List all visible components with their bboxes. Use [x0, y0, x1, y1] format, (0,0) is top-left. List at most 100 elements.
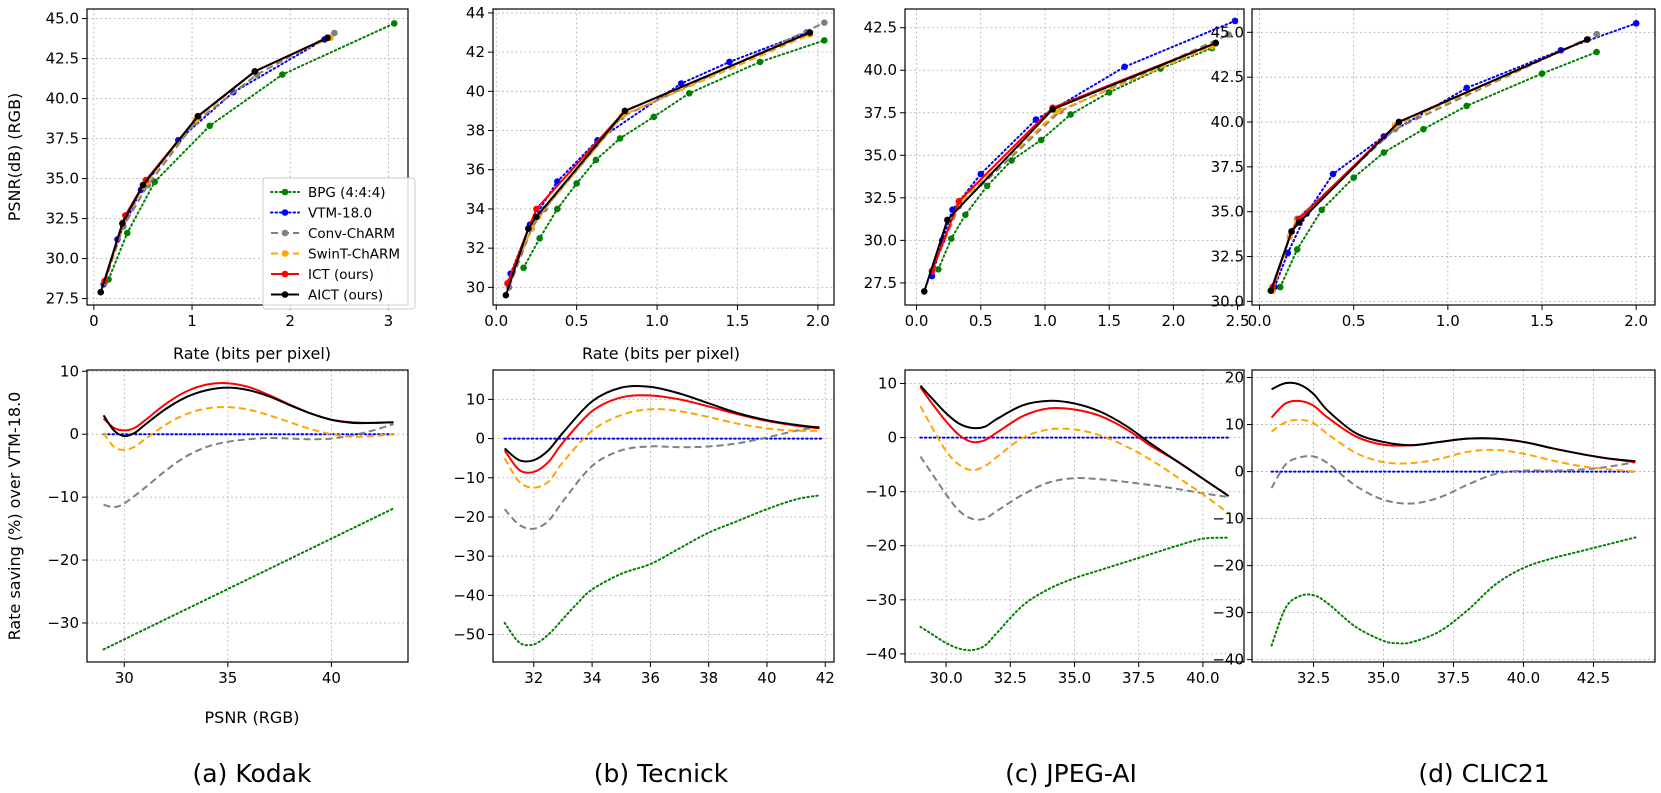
x-tick-label: 0.0: [1248, 312, 1272, 330]
series-line: [1271, 418, 1636, 473]
data-point: [1463, 84, 1470, 92]
axes-frame: [492, 8, 835, 306]
data-point: [621, 107, 629, 115]
data-point: [533, 205, 540, 213]
data-point: [1049, 106, 1056, 113]
panel-bd-tecnick: 32 34 36 38 40 42 −50 −40 −30 −20 −10 0 10: [453, 369, 835, 687]
data-point: [206, 122, 214, 130]
y-tick-label: 0: [475, 430, 485, 448]
legend-label: Conv-ChARM: [308, 226, 395, 242]
y-tick-label: 32.5: [864, 189, 897, 207]
x-tick-label: 2.0: [1161, 312, 1185, 330]
caption-tecnick: (b) Tecnick: [594, 759, 729, 788]
y-tick-label: −20: [865, 537, 897, 555]
x-tick-label: 1.0: [1033, 312, 1057, 330]
data-point: [1350, 174, 1357, 181]
data-point: [726, 58, 733, 66]
y-tick-label: −10: [47, 488, 79, 506]
series-line: [1271, 381, 1636, 463]
panel-rd-clic21: 0.0 0.5 1.0 1.5 2.0 30.0 32.5 35.0 37.5 40.0 42.5 4…: [1211, 8, 1656, 330]
series-line: [1273, 22, 1638, 289]
data-point: [1593, 30, 1600, 38]
series-line: [503, 408, 820, 489]
x-axis-label: PSNR (RGB): [205, 708, 300, 727]
x-tick-label: 40: [757, 669, 776, 687]
y-tick-label: 37.5: [1211, 158, 1244, 176]
series-line: [919, 405, 1230, 515]
series-line: [1279, 51, 1598, 289]
data-point: [554, 205, 561, 213]
panel-rd-kodak: 0 1 2 3 27.5 30.0 32.5 35.0 37.5 40.0 42.5 45.0 Rate…: [5, 8, 409, 363]
data-point: [331, 29, 338, 37]
y-tick-label: −30: [1212, 604, 1244, 622]
data-point: [1032, 116, 1040, 123]
data-point: [1105, 89, 1113, 96]
series-group: [102, 382, 395, 651]
data-point: [1538, 70, 1546, 77]
x-tick-label: 3: [384, 312, 394, 330]
x-tick-label: 0.5: [969, 312, 993, 330]
data-point: [123, 229, 131, 237]
legend-label: VTM-18.0: [308, 206, 372, 222]
x-tick-label: 40.0: [1507, 669, 1540, 687]
series-group: [502, 19, 828, 299]
x-tick-label: 37.5: [1122, 669, 1155, 687]
data-point: [502, 291, 510, 299]
x-tick-label: 0.5: [1342, 312, 1366, 330]
series-line: [103, 423, 394, 509]
y-tick-label: 42.5: [864, 19, 897, 37]
y-axis-label: PSNR(dB) (RGB): [5, 93, 24, 222]
x-tick-label: 34: [583, 669, 602, 687]
y-tick-label: 32.5: [46, 210, 79, 228]
series-line: [102, 406, 394, 451]
data-point: [1583, 36, 1591, 43]
y-axis-label: Rate saving (%) over VTM-18.0: [5, 392, 24, 641]
panel-bd-kodak: 30 35 40 −30 −20 −10 0 10 PSNR (RGB) Rate saving …: [5, 362, 409, 727]
data-point: [390, 20, 398, 27]
series-line: [1270, 536, 1637, 647]
x-tick-label: 0: [89, 312, 99, 330]
y-tick-label: 38: [466, 122, 485, 140]
series-line: [506, 31, 811, 284]
y-tick-label: 34: [466, 200, 485, 218]
series-line: [102, 507, 395, 651]
x-tick-label: 40: [322, 669, 341, 687]
x-tick-label: 35.0: [1367, 669, 1400, 687]
x-tick-label: 0.0: [905, 312, 929, 330]
data-point: [1284, 249, 1292, 257]
caption-jpeg-ai: (c) JPEG-AI: [1005, 759, 1137, 788]
y-tick-label: −10: [1212, 510, 1244, 528]
series-line: [509, 31, 808, 275]
x-tick-label: 2.5: [1226, 312, 1250, 330]
data-point: [1231, 17, 1239, 25]
legend-item: SwinT-ChARM: [271, 247, 400, 263]
data-point: [1293, 246, 1301, 253]
data-point: [525, 225, 532, 232]
series-line: [937, 47, 1213, 271]
panel-bd-clic21: 32.5 35.0 37.5 40.0 42.5 −40 −30 −20 −10 0 10 20: [1212, 369, 1656, 687]
y-tick-label: 36: [466, 161, 485, 179]
y-tick-label: −30: [453, 547, 485, 565]
y-tick-label: 30: [466, 278, 485, 296]
x-tick-label: 2.0: [1624, 312, 1648, 330]
y-tick-label: −20: [47, 551, 79, 569]
y-tick-label: 0: [69, 425, 79, 443]
data-point: [955, 197, 963, 205]
legend-item: Conv-ChARM: [271, 226, 395, 242]
y-tick-label: 10: [60, 362, 79, 380]
x-tick-label: 1.0: [645, 312, 669, 330]
x-tick-label: 42: [816, 669, 835, 687]
y-tick-label: 0: [887, 429, 897, 447]
data-point: [947, 235, 955, 242]
data-point: [1008, 157, 1015, 164]
series-line: [930, 19, 1237, 278]
series-line: [931, 45, 1213, 272]
axes-frame: [86, 8, 409, 306]
y-tick-label: 42: [466, 43, 485, 61]
series-line: [1271, 33, 1598, 291]
y-tick-label: 35.0: [864, 146, 897, 164]
legend-marker: [281, 188, 289, 196]
y-tick-label: 37.5: [46, 130, 79, 148]
x-axis-label: Rate (bits per pixel): [173, 344, 331, 363]
